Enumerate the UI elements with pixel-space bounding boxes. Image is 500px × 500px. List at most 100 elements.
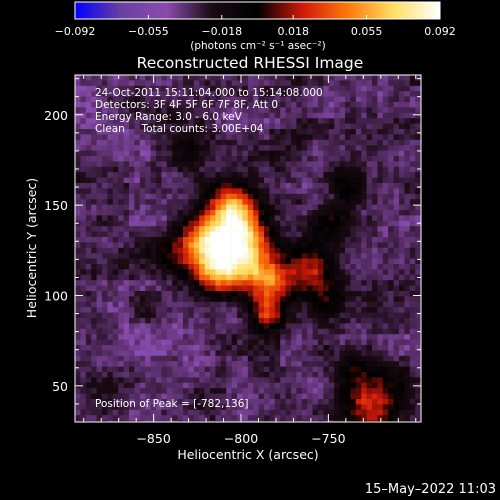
heatmap-cell (291, 231, 297, 238)
heatmap-cell (393, 129, 400, 135)
heatmap-cell (372, 361, 378, 367)
heatmap-cell (372, 301, 378, 308)
heatmap-cell (415, 350, 421, 357)
heatmap-cell (215, 285, 222, 292)
heatmap-cell (334, 118, 340, 124)
heatmap-cell (296, 382, 303, 389)
heatmap-cell (312, 280, 319, 286)
heatmap-cell (172, 307, 178, 313)
heatmap-cell (199, 112, 205, 119)
heatmap-cell (193, 102, 200, 108)
heatmap-cell (409, 409, 416, 416)
heatmap-cell (226, 280, 232, 286)
heatmap-cell (177, 199, 184, 205)
heatmap-cell (177, 264, 184, 270)
heatmap-cell (150, 150, 157, 157)
heatmap-cell (204, 145, 211, 151)
heatmap-cell (269, 393, 276, 400)
heatmap-cell (264, 177, 270, 184)
heatmap-cell (393, 404, 400, 411)
heatmap-cell (404, 355, 411, 362)
heatmap-cell (166, 85, 173, 92)
heatmap-cell (188, 301, 195, 308)
heatmap-cell (102, 204, 108, 211)
heatmap-cell (123, 102, 130, 108)
heatmap-cell (350, 388, 357, 394)
heatmap-cell (150, 318, 157, 324)
heatmap-cell (361, 285, 367, 292)
heatmap-cell (134, 409, 141, 416)
heatmap-cell (242, 318, 249, 324)
heatmap-cell (377, 237, 384, 243)
heatmap-cell (345, 118, 351, 124)
heatmap-cell (274, 215, 281, 222)
heatmap-cell (129, 377, 135, 384)
heatmap-cell (393, 258, 400, 265)
heatmap-cell (393, 334, 400, 340)
heatmap-cell (231, 312, 238, 319)
heatmap-cell (301, 134, 308, 141)
heatmap-cell (345, 404, 351, 411)
heatmap-cell (318, 388, 324, 394)
heatmap-cell (96, 237, 103, 243)
heatmap-cell (377, 328, 384, 335)
heatmap-cell (107, 258, 114, 265)
heatmap-cell (242, 382, 249, 389)
heatmap-cell (415, 156, 421, 162)
heatmap-cell (107, 172, 114, 178)
heatmap-cell (388, 183, 394, 189)
heatmap-cell (334, 226, 340, 232)
heatmap-cell (102, 253, 108, 259)
heatmap-cell (399, 323, 405, 330)
heatmap-cell (150, 118, 157, 124)
heatmap-cell (199, 291, 205, 297)
heatmap-cell (301, 102, 308, 108)
heatmap-cell (161, 334, 168, 340)
heatmap-cell (112, 264, 119, 270)
heatmap-cell (237, 161, 243, 168)
heatmap-cell (177, 377, 184, 384)
heatmap-cell (415, 296, 421, 303)
heatmap-cell (274, 264, 281, 270)
heatmap-cell (85, 377, 92, 384)
heatmap-cell (372, 91, 378, 97)
heatmap-cell (139, 291, 146, 297)
heatmap-cell (123, 328, 130, 335)
heatmap-cell (183, 242, 189, 249)
heatmap-cell (85, 323, 92, 330)
heatmap-cell (204, 377, 211, 384)
heatmap-cell (123, 96, 130, 103)
heatmap-cell (323, 328, 330, 335)
heatmap-cell (85, 372, 92, 378)
heatmap-cell (188, 296, 195, 303)
heatmap-cell (220, 172, 227, 178)
heatmap-cell (129, 129, 135, 135)
heatmap-cell (112, 328, 119, 335)
heatmap-cell (388, 204, 394, 211)
heatmap-cell (161, 91, 168, 97)
heatmap-cell (177, 123, 184, 130)
heatmap-cell (172, 123, 178, 130)
heatmap-cell (199, 366, 205, 373)
heatmap-cell (285, 210, 292, 216)
heatmap-cell (183, 280, 189, 286)
heatmap-cell (204, 237, 211, 243)
heatmap-cell (177, 129, 184, 135)
heatmap-cell (242, 199, 249, 205)
heatmap-cell (107, 145, 114, 151)
heatmap-cell (139, 166, 146, 173)
heatmap-cell (345, 377, 351, 384)
heatmap-cell (204, 291, 211, 297)
heatmap-cell (296, 415, 303, 421)
heatmap-cell (312, 318, 319, 324)
heatmap-cell (301, 404, 308, 411)
heatmap-cell (193, 156, 200, 162)
heatmap-cell (393, 204, 400, 211)
heatmap-cell (134, 318, 141, 324)
heatmap-cell (231, 237, 238, 243)
heatmap-cell (231, 123, 238, 130)
heatmap-cell (193, 415, 200, 421)
heatmap-cell (220, 102, 227, 108)
heatmap-cell (269, 291, 276, 297)
heatmap-cell (85, 220, 92, 227)
